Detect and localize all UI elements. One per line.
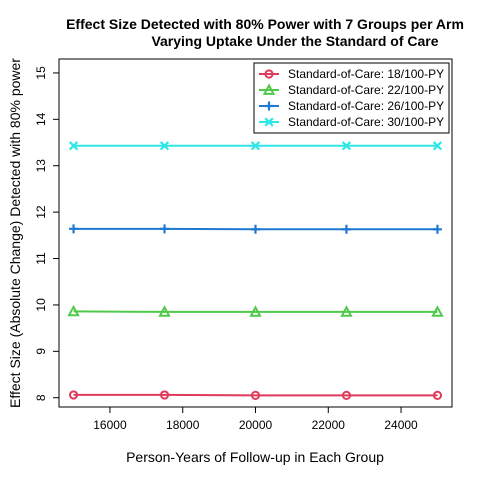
data-point <box>251 225 260 234</box>
data-point <box>69 307 78 315</box>
series-1 <box>70 391 441 399</box>
legend-label: Standard-of-Care: 18/100-PY <box>288 67 444 81</box>
chart-subtitle: Varying Uptake Under the Standard of Car… <box>151 33 438 49</box>
legend: Standard-of-Care: 18/100-PY Standard-of-C… <box>254 63 449 133</box>
y-tick-label: 13 <box>34 159 48 173</box>
y-axis-label: Effect Size (Absolute Change) Detected w… <box>7 58 23 408</box>
x-tick-label: 22000 <box>312 418 346 432</box>
y-tick-label: 9 <box>34 348 48 355</box>
y-tick-label: 15 <box>34 66 48 80</box>
legend-label: Standard-of-Care: 22/100-PY <box>288 83 444 97</box>
data-point <box>342 225 351 234</box>
chart-title: Effect Size Detected with 80% Power with… <box>66 16 464 32</box>
data-point <box>69 224 78 233</box>
x-axis: 16000 18000 20000 22000 24000 <box>93 407 418 432</box>
series-4 <box>70 142 442 150</box>
x-tick-label: 20000 <box>239 418 273 432</box>
data-point <box>160 224 169 233</box>
y-tick-label: 11 <box>34 252 48 265</box>
legend-label: Standard-of-Care: 26/100-PY <box>288 99 444 113</box>
y-tick-label: 8 <box>34 394 48 401</box>
series-3 <box>69 224 442 233</box>
series-layer <box>69 142 442 399</box>
legend-label: Standard-of-Care: 30/100-PY <box>288 115 444 129</box>
y-axis: 8 9 10 11 12 13 14 15 <box>34 66 59 401</box>
x-tick-label: 18000 <box>166 418 200 432</box>
y-tick-label: 14 <box>34 112 48 126</box>
x-tick-label: 24000 <box>384 418 418 432</box>
data-point <box>433 225 442 234</box>
x-axis-label: Person-Years of Follow-up in Each Group <box>126 449 384 465</box>
y-tick-label: 10 <box>34 298 48 312</box>
x-tick-label: 16000 <box>93 418 127 432</box>
y-tick-label: 12 <box>34 205 48 219</box>
series-2 <box>69 307 442 316</box>
